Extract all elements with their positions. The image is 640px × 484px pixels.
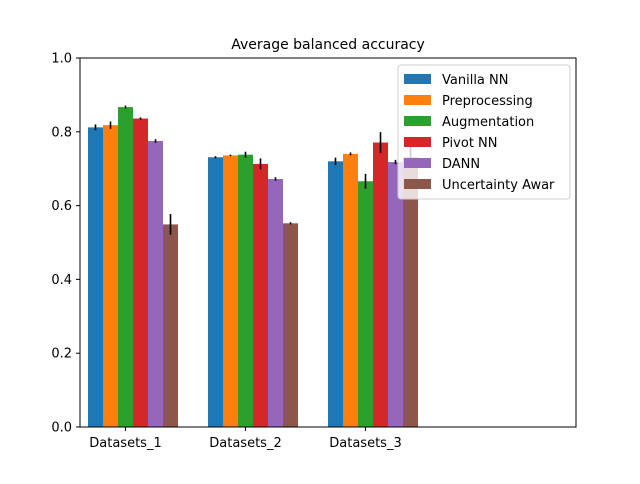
legend-swatch [404,74,431,84]
bar [88,127,103,427]
legend-swatch [404,116,431,126]
legend-label: Preprocessing [442,94,533,109]
bar [163,224,178,427]
y-axis: 0.0 0.2 0.4 0.6 0.8 1.0 [51,52,80,436]
bar [283,223,298,427]
bar [118,107,133,428]
bar [223,155,238,427]
bar [103,125,118,428]
legend-box [397,64,571,200]
legend-label: DANN [442,157,480,172]
bar [358,181,373,427]
plot-frame [79,57,577,428]
legend: Vanilla NN Preprocessing Augmentation Pivot… [397,64,571,200]
legend-swatch [404,137,431,147]
bar [238,154,253,428]
legend-label: Vanilla NN [442,73,508,88]
x-tick-label: Datasets_3 [329,436,401,451]
bar [388,162,403,428]
bar [403,157,418,428]
x-tick-label: Datasets_2 [209,436,281,451]
legend-swatch [404,158,431,168]
bar [253,163,268,427]
bar [343,153,358,427]
y-tick-label: 0.4 [51,273,72,288]
x-axis: Datasets_1 Datasets_2 Datasets_3 [89,427,402,451]
legend-label: Pivot NN [442,136,498,151]
bar [373,142,388,427]
y-tick-label: 1.0 [51,52,72,67]
y-tick-label: 0.2 [51,347,72,362]
bar [208,157,223,428]
bars-layer [88,107,418,428]
bar [328,161,343,427]
y-tick-label: 0.6 [51,199,72,214]
y-tick-label: 0.0 [51,421,72,436]
legend-label: Uncertainty Awar [442,178,555,193]
y-tick-label: 0.8 [51,125,72,140]
chart-title: Average balanced accuracy [231,37,425,53]
legend-label: Augmentation [442,115,534,130]
x-tick-label: Datasets_1 [89,436,161,451]
legend-swatch [404,95,431,105]
bar [133,118,148,428]
legend-swatch [404,179,431,189]
bar [268,179,283,427]
bar [148,141,163,427]
